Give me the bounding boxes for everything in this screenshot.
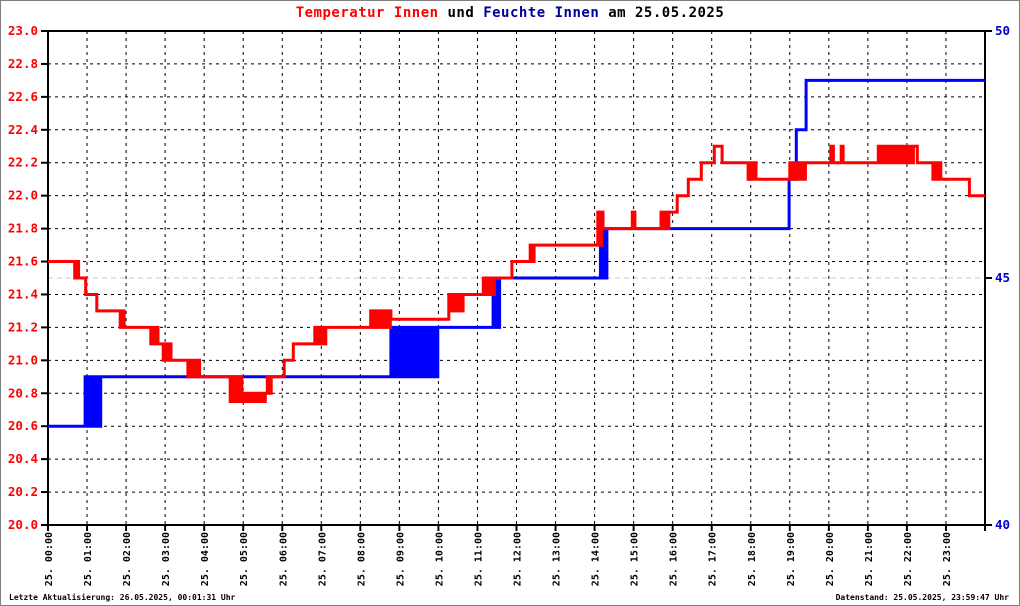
left-axis-tick-label: 21.8: [8, 221, 38, 236]
x-axis-tick-label: 25. 04:00: [200, 532, 211, 586]
x-axis-tick-label: 25. 09:00: [395, 532, 406, 586]
x-axis-tick-label: 25. 13:00: [552, 532, 563, 586]
right-axis-tick-label: 45: [995, 270, 1010, 285]
x-axis-tick-label: 25. 05:00: [239, 532, 250, 586]
left-axis-tick-label: 20.6: [8, 418, 38, 433]
left-axis-tick-label: 20.2: [8, 484, 38, 499]
x-axis-tick-label: 25. 06:00: [278, 532, 289, 586]
right-axis-tick-label: 50: [995, 23, 1010, 38]
last-update-text: Letzte Aktualisierung: 26.05.2025, 00:01…: [9, 593, 236, 602]
data-state-text: Datenstand: 25.05.2025, 23:59:47 Uhr: [835, 593, 1009, 602]
x-axis-tick-label: 25. 03:00: [161, 532, 172, 586]
left-axis-tick-label: 21.2: [8, 319, 38, 334]
humidity-line: [48, 78, 985, 428]
x-axis-tick-label: 25. 20:00: [825, 532, 836, 586]
title-connector: und: [438, 5, 484, 21]
x-axis-tick-label: 25. 14:00: [591, 532, 602, 586]
x-axis-tick-label: 25. 02:00: [122, 532, 133, 586]
left-axis-tick-label: 22.4: [8, 122, 38, 137]
x-axis-tick-label: 25. 08:00: [356, 532, 367, 586]
left-axis-tick-label: 20.4: [8, 451, 38, 466]
left-axis-tick-label: 22.2: [8, 155, 38, 170]
x-axis-tick-label: 25. 07:00: [317, 532, 328, 586]
left-axis-tick-label: 21.4: [8, 286, 38, 301]
x-axis-tick-label: 25. 18:00: [747, 532, 758, 586]
x-axis-tick-label: 25. 01:00: [83, 532, 94, 586]
left-axis-tick-label: 22.0: [8, 188, 38, 203]
temperature-line: [48, 144, 985, 403]
x-axis-tick-label: 25. 11:00: [473, 532, 484, 586]
x-axis-tick-label: 25. 16:00: [669, 532, 680, 586]
left-axis-tick-label: 22.8: [8, 56, 38, 71]
x-axis-tick-label: 25. 00:00: [44, 532, 55, 586]
left-axis-tick-label: 23.0: [8, 23, 38, 38]
x-axis-tick-label: 25. 23:00: [942, 532, 953, 586]
title-humidity: Feuchte Innen: [483, 5, 600, 21]
x-axis-tick-label: 25. 21:00: [864, 532, 875, 586]
left-axis-tick-label: 21.0: [8, 352, 38, 367]
left-axis-tick-label: 20.8: [8, 385, 38, 400]
left-axis-tick-label: 21.6: [8, 254, 38, 269]
right-axis-tick-label: 40: [995, 517, 1010, 532]
left-axis-tick-label: 22.6: [8, 89, 38, 104]
x-axis-tick-label: 25. 10:00: [434, 532, 445, 586]
x-axis-tick-label: 25. 22:00: [903, 532, 914, 586]
x-axis-tick-label: 25. 12:00: [513, 532, 524, 586]
x-axis-tick-label: 25. 15:00: [630, 532, 641, 586]
title-temperature: Temperatur Innen: [295, 5, 439, 21]
title-date: am 25.05.2025: [599, 5, 725, 21]
x-axis-tick-label: 25. 19:00: [786, 532, 797, 586]
chart-title: Temperatur Innen und Feuchte Innen am 25…: [1, 5, 1019, 21]
left-axis-tick-label: 20.0: [8, 517, 38, 532]
x-axis-tick-label: 25. 17:00: [708, 532, 719, 586]
